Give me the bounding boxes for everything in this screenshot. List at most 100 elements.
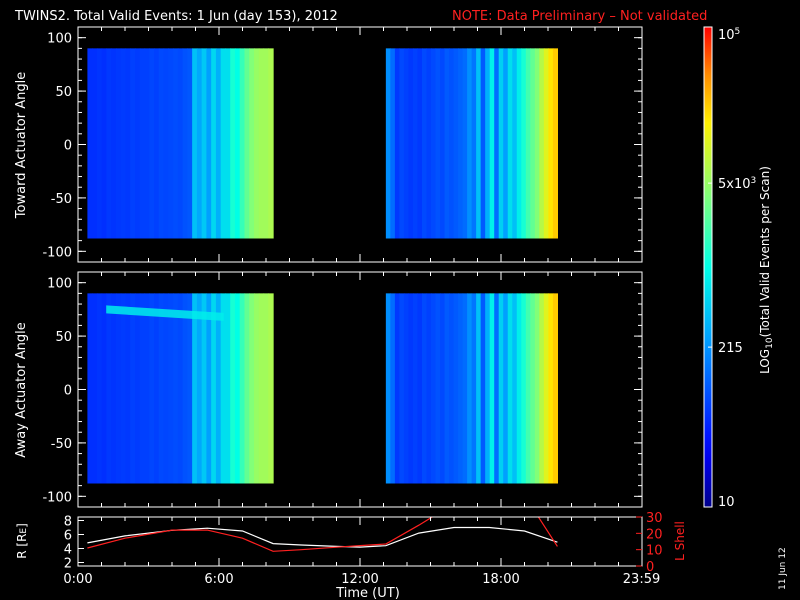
- heatmap-column: [254, 48, 260, 239]
- heatmap-column: [244, 293, 250, 484]
- heatmap-column: [408, 293, 414, 484]
- heatmap-column: [462, 293, 468, 484]
- heatmap-column: [168, 48, 174, 239]
- heatmap-column: [158, 48, 165, 239]
- r-axis-label: R [RE]: [15, 523, 29, 559]
- heatmap-column: [263, 293, 269, 484]
- time-tick-label: 18:00: [482, 572, 519, 587]
- r-tick-label: 8: [64, 515, 72, 530]
- lshell-series-line: [87, 517, 558, 552]
- heatmap-column: [230, 48, 236, 239]
- heatmap-column: [512, 48, 518, 239]
- heatmap-column: [268, 48, 274, 239]
- heatmap-column: [403, 293, 410, 484]
- heatmap-column: [521, 48, 527, 239]
- heatmap-column: [480, 293, 486, 484]
- heatmap-column: [254, 293, 260, 484]
- heatmap-column: [111, 48, 117, 239]
- heatmap-column: [201, 48, 208, 239]
- y-tick-label: -100: [42, 490, 72, 505]
- figure-title: TWINS2. Total Valid Events: 1 Jun (day 1…: [14, 9, 338, 24]
- heatmap-column: [412, 293, 419, 484]
- heatmap-column: [421, 293, 428, 484]
- heatmap-column: [440, 293, 446, 484]
- r-tick-label: 6: [64, 529, 72, 544]
- y-tick-label: 50: [55, 330, 72, 345]
- heatmap-column: [258, 48, 265, 239]
- heatmap-column: [534, 48, 540, 239]
- heatmap-column: [158, 293, 165, 484]
- y-tick-label: 100: [47, 277, 72, 292]
- heatmap-column: [258, 293, 265, 484]
- heatmap-column: [87, 293, 93, 484]
- heatmap-column: [530, 48, 536, 239]
- heatmap-column: [163, 293, 169, 484]
- heatmap-column: [399, 48, 405, 239]
- heatmap-column: [412, 48, 419, 239]
- heatmap-column: [201, 293, 208, 484]
- heatmap-column: [135, 293, 141, 484]
- heatmap-column: [244, 48, 250, 239]
- colorbar-tick-label: 105: [718, 27, 740, 43]
- lshell-axis-label: L Shell: [673, 521, 687, 561]
- heatmap-column: [480, 48, 486, 239]
- y-tick-label: 0: [64, 384, 72, 399]
- heatmap-column: [467, 48, 473, 239]
- heatmap-column: [548, 293, 554, 484]
- heatmap-column: [498, 293, 504, 484]
- heatmap-column: [211, 48, 217, 239]
- heatmap-column: [111, 293, 117, 484]
- heatmap-column: [225, 293, 231, 484]
- heatmap-column: [154, 293, 160, 484]
- preliminary-note: NOTE: Data Preliminary – Not validated: [452, 9, 707, 24]
- heatmap-column: [144, 293, 150, 484]
- heatmap-column: [489, 293, 495, 484]
- y-tick-label: -100: [42, 245, 72, 260]
- heatmap-column: [215, 48, 222, 239]
- colorbar-tick-label: 215: [718, 341, 743, 356]
- heatmap-column: [192, 293, 198, 484]
- heatmap-column: [125, 48, 131, 239]
- heatmap-column: [458, 48, 464, 239]
- heatmap-column: [476, 293, 482, 484]
- heatmap-column: [239, 48, 246, 239]
- heatmap-column: [390, 293, 396, 484]
- heatmap-column: [435, 48, 441, 239]
- time-tick-label: 0:00: [63, 572, 92, 587]
- away-ylabel: Away Actuator Angle: [14, 322, 29, 457]
- heatmap-column: [177, 48, 184, 239]
- heatmap-column: [426, 48, 432, 239]
- time-tick-label: 23:59: [623, 572, 660, 587]
- heatmap-column: [458, 293, 464, 484]
- heatmap-column: [476, 48, 482, 239]
- heatmap-column: [154, 48, 160, 239]
- heatmap-column: [149, 293, 155, 484]
- heatmap-column: [471, 293, 477, 484]
- colorbar-tick-label: 5x103: [718, 176, 756, 192]
- heatmap-column: [135, 48, 141, 239]
- away-heatmap-panel: 100 50 0 -50 -100: [42, 271, 643, 508]
- heatmap-column: [552, 293, 558, 484]
- heatmap-column: [139, 48, 146, 239]
- heatmap-column: [489, 48, 495, 239]
- lshell-tick-label: 20: [646, 527, 663, 542]
- heatmap-column: [196, 293, 203, 484]
- heatmap-column: [101, 48, 108, 239]
- y-tick-label: 50: [55, 85, 72, 100]
- heatmap-column: [539, 293, 545, 484]
- y-tick-label: -50: [51, 437, 72, 452]
- heatmap-column: [101, 293, 108, 484]
- heatmap-column: [230, 293, 236, 484]
- heatmap-column: [503, 293, 509, 484]
- heatmap-column: [206, 48, 212, 239]
- heatmap-column: [421, 48, 428, 239]
- lshell-tick-label: 0: [646, 560, 654, 575]
- heatmap-column: [173, 48, 179, 239]
- heatmap-column: [507, 293, 513, 484]
- heatmap-column: [211, 293, 217, 484]
- heatmap-column: [220, 48, 227, 239]
- heatmap-column: [512, 293, 518, 484]
- heatmap-column: [144, 48, 150, 239]
- heatmap-column: [503, 48, 509, 239]
